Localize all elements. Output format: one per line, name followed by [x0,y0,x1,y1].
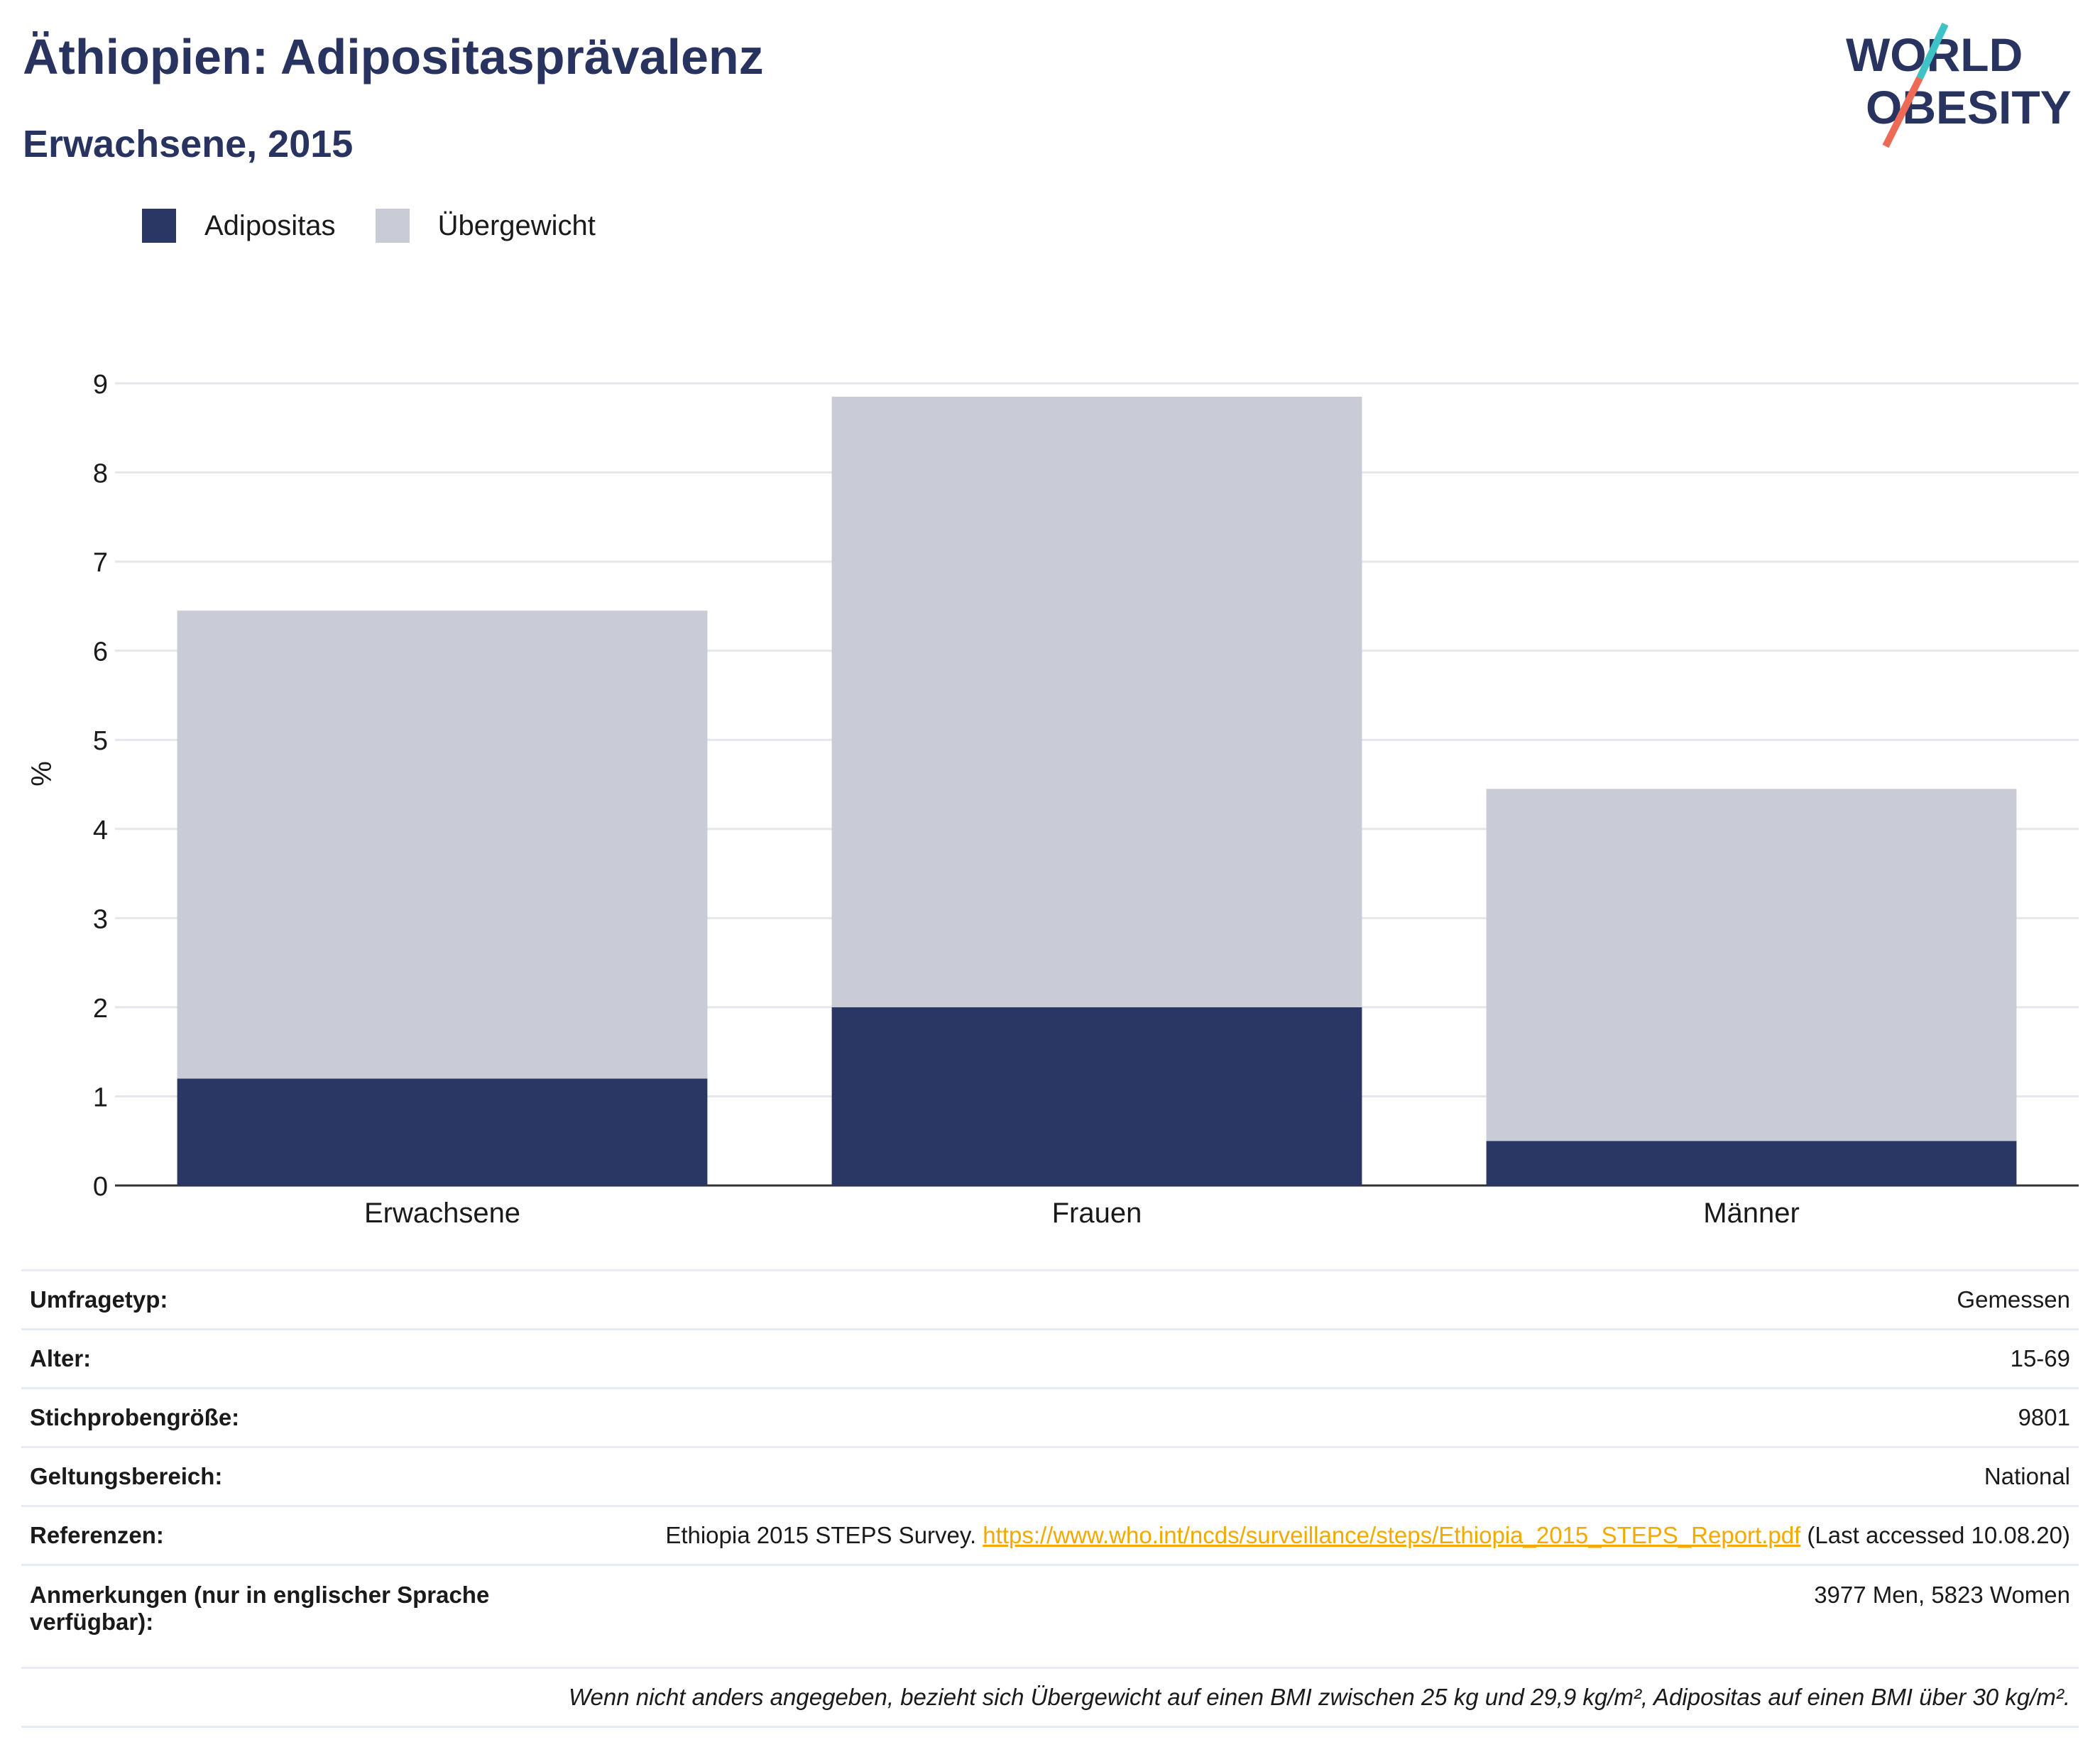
y-tick-label: 4 [93,816,108,845]
meta-value: Gemessen [578,1269,2079,1330]
meta-label: Anmerkungen (nur in englischer Sprache v… [21,1564,578,1668]
logo-slash-top [1916,22,1949,80]
bar-adipositas-2[interactable] [1486,1141,2017,1185]
y-tick-label: 2 [93,994,108,1024]
y-axis-label: % [26,761,58,787]
world-obesity-logo: WORLD OBESITY [1846,22,2072,148]
meta-value: Ethiopia 2015 STEPS Survey. https://www.… [578,1505,2079,1565]
reference-link[interactable]: https://www.who.int/ncds/surveillance/st… [983,1522,1801,1548]
meta-row-scope: Geltungsbereich: National [21,1446,2079,1506]
legend-label-adipositas: Adipositas [204,209,336,241]
bar-uebergewicht-0[interactable] [177,610,708,1079]
meta-label: Alter: [21,1328,578,1389]
x-tick-label: Erwachsene [364,1198,520,1229]
chart-legend: Adipositas Übergewicht [142,209,635,243]
y-tick-label: 3 [93,904,108,934]
chart-title: Äthiopien: Adipositasprävalenz [23,29,764,84]
meta-row-sample-size: Stichprobengröße: 9801 [21,1387,2079,1447]
legend-item-adipositas[interactable]: Adipositas [142,209,336,243]
legend-swatch-adipositas [142,209,176,243]
legend-label-uebergewicht: Übergewicht [437,209,596,241]
meta-row-notes: Anmerkungen (nur in englischer Sprache v… [21,1564,2079,1668]
y-tick-label: 0 [93,1172,108,1202]
reference-text: Ethiopia 2015 STEPS Survey. [665,1522,983,1548]
meta-row-age: Alter: 15-69 [21,1328,2079,1389]
bar-adipositas-0[interactable] [177,1078,708,1185]
bar-adipositas-1[interactable] [831,1007,1362,1185]
meta-value: 15-69 [578,1328,2079,1389]
x-tick-label: Männer [1703,1198,1800,1229]
y-tick-label: 6 [93,637,108,667]
footnote: Wenn nicht anders angegeben, bezieht sic… [21,1667,2079,1728]
x-tick-label: Frauen [1052,1198,1142,1229]
y-tick-label: 5 [93,726,108,756]
y-tick-label: 9 [93,370,108,400]
legend-swatch-uebergewicht [375,209,410,243]
y-tick-label: 1 [93,1083,108,1112]
chart-subtitle: Erwachsene, 2015 [23,123,354,165]
y-tick-label: 8 [93,459,108,489]
meta-value: 3977 Men, 5823 Women [578,1564,2079,1668]
bar-uebergewicht-1[interactable] [831,396,1362,1007]
meta-row-references: Referenzen: Ethiopia 2015 STEPS Survey. … [21,1505,2079,1565]
y-tick-label: 7 [93,548,108,578]
meta-row-footnote: Wenn nicht anders angegeben, bezieht sic… [21,1667,2079,1728]
meta-label: Umfragetyp: [21,1269,578,1330]
logo-slash-bottom [1882,76,1923,148]
meta-label: Referenzen: [21,1505,578,1565]
meta-label: Stichprobengröße: [21,1387,578,1447]
legend-item-uebergewicht[interactable]: Übergewicht [375,209,596,243]
meta-value: National [578,1446,2079,1506]
meta-value: 9801 [578,1387,2079,1447]
bar-uebergewicht-2[interactable] [1486,789,2017,1141]
survey-metadata-table: Umfragetyp: Gemessen Alter: 15-69 Stichp… [21,1269,2079,1728]
stacked-bar-chart: 0 1 2 3 4 5 6 7 8 9 Erwachsene Frauen Männer % [26,370,2079,1229]
reference-accessed: (Last accessed 10.08.20) [1800,1522,2070,1548]
meta-label: Geltungsbereich: [21,1446,578,1506]
meta-row-survey-type: Umfragetyp: Gemessen [21,1269,2079,1330]
